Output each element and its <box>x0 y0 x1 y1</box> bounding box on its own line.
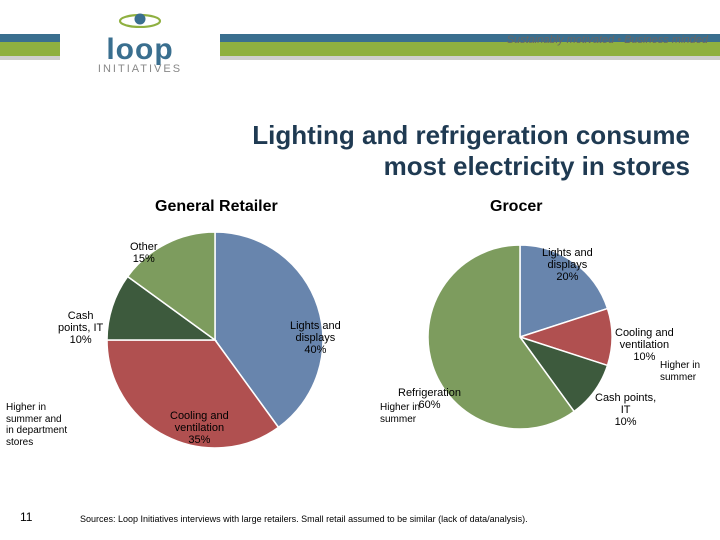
slice-label: Cash points,IT10% <box>595 392 656 428</box>
slice-label: Lights anddisplays20% <box>542 247 593 283</box>
slice-label: Other15% <box>130 241 158 265</box>
title-line1: Lighting and refrigeration consume <box>252 120 690 150</box>
subtitle-left: General Retailer <box>155 198 278 216</box>
slice-label: Cooling andventilation10% <box>615 327 674 363</box>
logo-subtext: INITIATIVES <box>60 63 220 75</box>
annot-left-cooling: Higher insummer andin departmentstores <box>6 402 76 448</box>
slice-label: Cooling andventilation35% <box>170 410 229 446</box>
subtitle-right: Grocer <box>490 198 542 216</box>
annot-right-refrig: Higher insummer <box>380 402 420 425</box>
title-line2: most electricity in stores <box>384 151 690 181</box>
page-number: 11 <box>20 510 32 524</box>
slice-label: Lights anddisplays40% <box>290 320 341 356</box>
tagline: Sustainably motivated • Business minded <box>507 34 708 46</box>
slice-label: Cashpoints, IT10% <box>58 310 103 346</box>
logo-eye-icon <box>116 10 164 28</box>
pie-grocer: Lights anddisplays20%Cooling andventilat… <box>420 237 620 437</box>
annot-right-cooling: Higher insummer <box>660 360 700 383</box>
logo: loop INITIATIVES <box>60 8 220 68</box>
pie-general-retailer: Lights anddisplays40%Cooling andventilat… <box>100 225 330 455</box>
logo-text: loop <box>60 33 220 67</box>
sources-text: Sources: Loop Initiatives interviews wit… <box>80 514 700 524</box>
charts-area: Lights anddisplays40% Cooling andventilat… <box>0 225 720 475</box>
page-title: Lighting and refrigeration consume most … <box>60 120 690 182</box>
